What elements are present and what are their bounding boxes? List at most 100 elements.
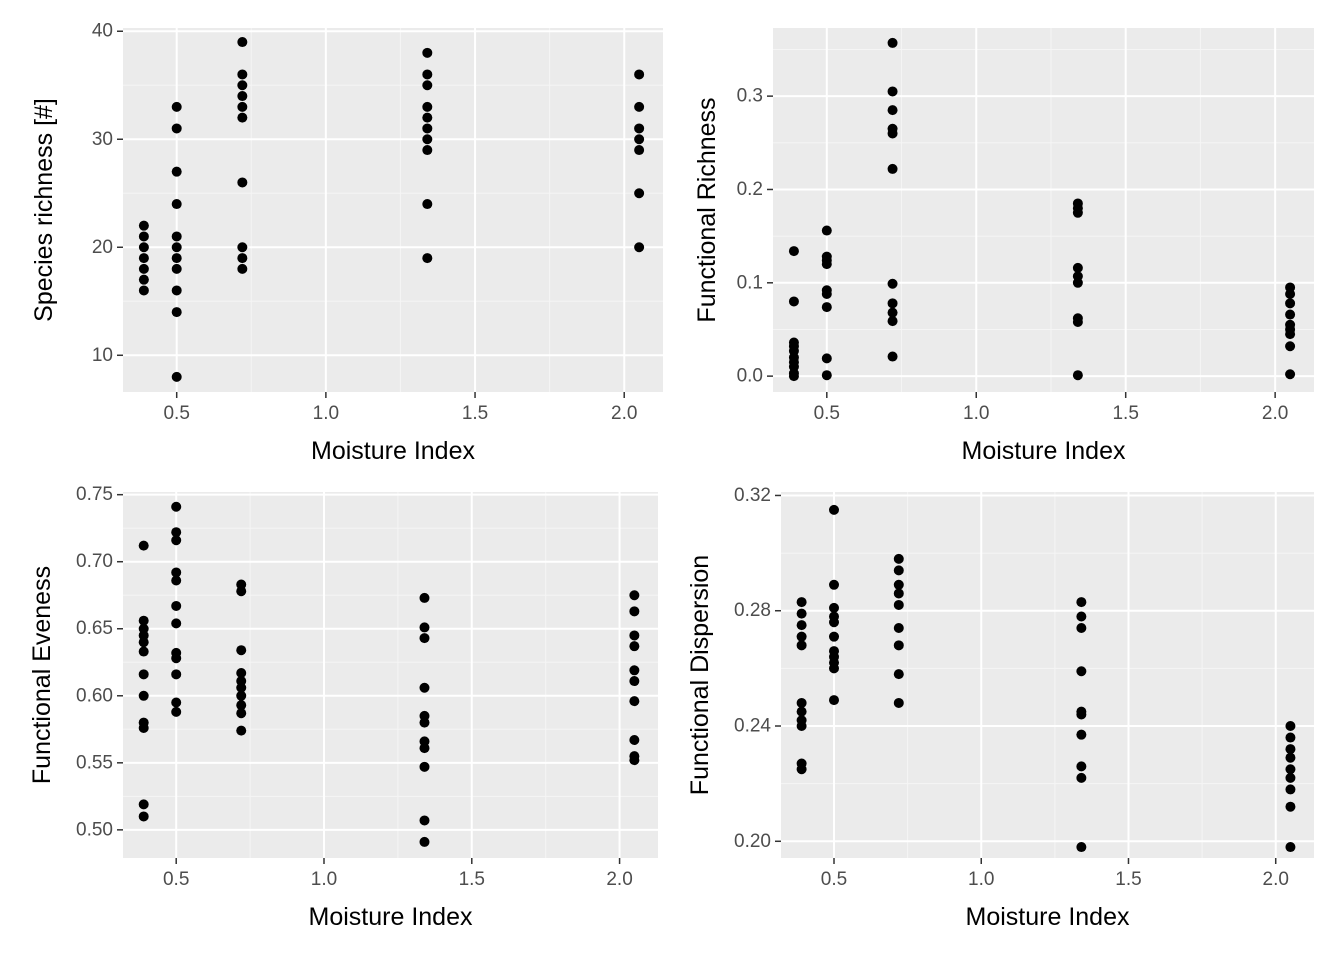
data-points (138, 501, 640, 847)
data-point (821, 370, 832, 381)
data-point (419, 622, 430, 633)
panel-functional-dispersion: 0.20 0.24 0.28 0.32 0.5 1.0 1.5 2.0 Moisture I… (686, 485, 1314, 931)
x-axis-ticks: 0.5 1.0 1.5 2.0 (163, 858, 633, 890)
data-point (1285, 721, 1296, 732)
panel-background (123, 28, 663, 392)
data-point (1285, 784, 1296, 795)
data-point (796, 764, 807, 775)
data-point (236, 725, 247, 736)
data-point (1285, 369, 1296, 380)
data-point (893, 565, 904, 576)
data-point (893, 599, 904, 610)
data-point (788, 296, 799, 307)
data-point (138, 690, 149, 701)
data-point (1076, 842, 1087, 853)
x-axis-title: Moisture Index (309, 903, 473, 931)
data-point (1285, 341, 1296, 352)
data-point (237, 177, 248, 188)
x-tick-label: 2.0 (1262, 403, 1288, 424)
data-point (138, 231, 149, 242)
data-point (796, 706, 807, 717)
data-point (237, 69, 248, 80)
data-point (1072, 262, 1083, 273)
data-point (629, 735, 640, 746)
data-point (796, 608, 807, 619)
y-tick-label: 0.70 (76, 551, 113, 572)
data-point (422, 80, 433, 91)
data-point (237, 112, 248, 123)
data-point (1285, 842, 1296, 853)
data-point (821, 259, 832, 270)
data-point (419, 815, 430, 826)
y-tick-label: 0.20 (734, 831, 771, 852)
y-axis-ticks: 10 20 30 40 (92, 21, 123, 366)
data-point (1072, 317, 1083, 327)
panel-background (123, 492, 658, 858)
data-point (887, 351, 898, 362)
data-point (138, 220, 149, 231)
data-point (1285, 289, 1296, 299)
y-tick-label: 0.3 (737, 86, 763, 107)
x-tick-label: 0.5 (163, 869, 189, 890)
data-points (788, 37, 1296, 382)
data-point (422, 69, 433, 80)
data-point (634, 101, 645, 112)
data-point (887, 163, 898, 174)
data-point (629, 676, 640, 687)
data-point (629, 641, 640, 652)
data-point (893, 640, 904, 651)
data-point (171, 371, 182, 382)
data-point (887, 37, 898, 48)
x-tick-label: 0.5 (163, 403, 189, 424)
data-point (138, 637, 149, 648)
data-point (629, 665, 640, 676)
data-point (171, 600, 182, 611)
y-tick-label: 0.24 (734, 716, 771, 737)
data-point (138, 646, 149, 657)
x-tick-label: 1.0 (313, 403, 339, 424)
data-point (422, 253, 433, 264)
data-point (138, 253, 149, 264)
data-point (138, 615, 149, 626)
y-tick-label: 0.1 (737, 272, 763, 293)
data-point (236, 682, 247, 693)
data-point (237, 91, 248, 102)
data-point (893, 697, 904, 708)
data-point (138, 274, 149, 285)
data-point (171, 101, 182, 112)
data-point (887, 278, 898, 289)
data-point (138, 722, 149, 733)
data-point (422, 123, 433, 134)
y-tick-label: 0.50 (76, 819, 113, 840)
data-point (236, 667, 247, 678)
data-point (887, 307, 898, 318)
data-point (1285, 744, 1296, 755)
x-tick-label: 1.5 (1112, 403, 1138, 424)
data-point (796, 640, 807, 651)
data-point (629, 755, 640, 766)
data-point (1076, 729, 1087, 740)
data-point (419, 743, 430, 754)
data-point (634, 145, 645, 156)
data-point (893, 623, 904, 634)
x-tick-label: 1.5 (1115, 869, 1141, 890)
data-point (1285, 764, 1296, 775)
x-tick-label: 2.0 (1263, 869, 1289, 890)
data-point (237, 80, 248, 91)
data-point (1285, 801, 1296, 812)
panel-species-richness: 10 20 30 40 0.5 1.0 1.5 2.0 Moisture Index Spe… (30, 21, 663, 465)
data-point (237, 253, 248, 264)
panel-functional-richness: 0.0 0.1 0.2 0.3 0.5 1.0 1.5 2.0 Moisture Index… (693, 28, 1314, 465)
gridlines (781, 492, 1314, 858)
data-point (1076, 709, 1087, 720)
data-point (821, 289, 832, 299)
data-point (237, 37, 248, 48)
data-point (821, 353, 832, 364)
x-tick-label: 1.0 (963, 403, 989, 424)
y-axis-title: Species richness [#] (30, 98, 58, 322)
data-point (138, 799, 149, 810)
data-point (422, 145, 433, 156)
data-point (1285, 309, 1296, 320)
data-point (887, 86, 898, 97)
